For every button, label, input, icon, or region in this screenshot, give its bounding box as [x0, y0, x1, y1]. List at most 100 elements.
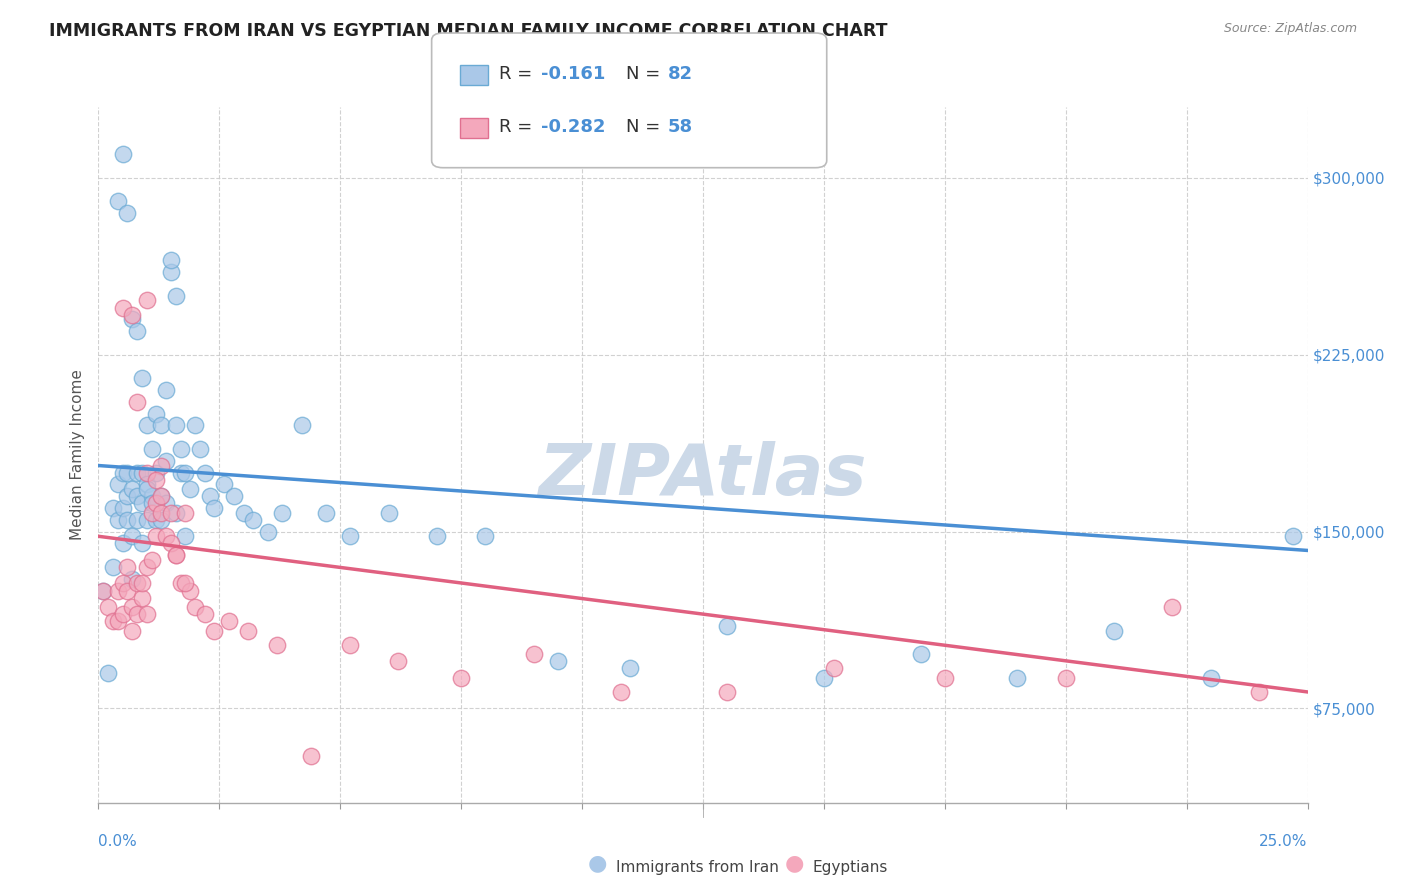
Point — [111, 536, 134, 550]
Text: -0.282: -0.282 — [541, 118, 606, 136]
Point — [910, 647, 932, 661]
Point — [184, 600, 207, 615]
Point — [117, 489, 139, 503]
Point — [823, 661, 845, 675]
Point — [160, 536, 183, 550]
Point — [117, 513, 139, 527]
Point — [117, 466, 139, 480]
Point — [212, 477, 235, 491]
Text: Egyptians: Egyptians — [813, 860, 889, 874]
Point — [160, 253, 183, 268]
Point — [174, 506, 197, 520]
Point — [141, 506, 163, 520]
Point — [101, 614, 124, 628]
Point — [97, 666, 120, 681]
Point — [169, 576, 191, 591]
Point — [426, 529, 449, 543]
Point — [107, 477, 129, 491]
Point — [160, 265, 183, 279]
Point — [339, 638, 361, 652]
Point — [135, 560, 157, 574]
Point — [155, 454, 177, 468]
Point — [135, 482, 157, 496]
Point — [1161, 600, 1184, 615]
Point — [165, 289, 187, 303]
Text: -0.161: -0.161 — [541, 65, 606, 83]
Point — [204, 624, 226, 638]
Text: ZIPAtlas: ZIPAtlas — [538, 442, 868, 510]
Point — [271, 506, 294, 520]
Point — [121, 529, 143, 543]
Point — [165, 548, 187, 562]
Point — [299, 748, 322, 763]
Point — [155, 383, 177, 397]
Point — [150, 418, 173, 433]
Point — [179, 583, 201, 598]
Point — [135, 293, 157, 308]
Point — [127, 576, 149, 591]
Point — [1007, 671, 1029, 685]
Point — [135, 418, 157, 433]
Point — [160, 506, 183, 520]
Point — [174, 466, 197, 480]
Point — [523, 647, 546, 661]
Point — [121, 482, 143, 496]
Point — [1249, 685, 1271, 699]
Point — [1199, 671, 1222, 685]
Point — [1054, 671, 1077, 685]
Text: R =: R = — [499, 118, 538, 136]
Point — [131, 466, 153, 480]
Point — [547, 654, 569, 668]
Point — [474, 529, 496, 543]
Point — [111, 301, 134, 315]
Point — [290, 418, 312, 433]
Point — [145, 496, 167, 510]
Point — [150, 489, 173, 503]
Point — [135, 513, 157, 527]
Point — [242, 513, 264, 527]
Point — [131, 536, 153, 550]
Point — [117, 560, 139, 574]
Point — [222, 489, 245, 503]
Point — [107, 513, 129, 527]
Text: Source: ZipAtlas.com: Source: ZipAtlas.com — [1223, 22, 1357, 36]
Point — [121, 308, 143, 322]
Point — [610, 685, 633, 699]
Point — [127, 607, 149, 621]
Point — [150, 489, 173, 503]
Text: R =: R = — [499, 65, 538, 83]
Point — [266, 638, 288, 652]
Point — [127, 489, 149, 503]
Point — [155, 496, 177, 510]
Text: IMMIGRANTS FROM IRAN VS EGYPTIAN MEDIAN FAMILY INCOME CORRELATION CHART: IMMIGRANTS FROM IRAN VS EGYPTIAN MEDIAN … — [49, 22, 887, 40]
Point — [135, 607, 157, 621]
Point — [155, 529, 177, 543]
Text: N =: N = — [626, 118, 665, 136]
Point — [131, 591, 153, 605]
Point — [145, 529, 167, 543]
Point — [256, 524, 278, 539]
Point — [184, 418, 207, 433]
Point — [131, 576, 153, 591]
Point — [121, 600, 143, 615]
Point — [121, 572, 143, 586]
Point — [204, 500, 226, 515]
Point — [1102, 624, 1125, 638]
Point — [165, 418, 187, 433]
Point — [238, 624, 260, 638]
Y-axis label: Median Family Income: Median Family Income — [70, 369, 86, 541]
Point — [107, 614, 129, 628]
Point — [716, 619, 738, 633]
Point — [387, 654, 409, 668]
Text: Immigrants from Iran: Immigrants from Iran — [616, 860, 779, 874]
Point — [121, 312, 143, 326]
Point — [339, 529, 361, 543]
Point — [97, 600, 120, 615]
Point — [169, 442, 191, 456]
Point — [111, 466, 134, 480]
Point — [934, 671, 956, 685]
Point — [194, 607, 217, 621]
Point — [232, 506, 254, 520]
Point — [127, 324, 149, 338]
Point — [150, 506, 173, 520]
